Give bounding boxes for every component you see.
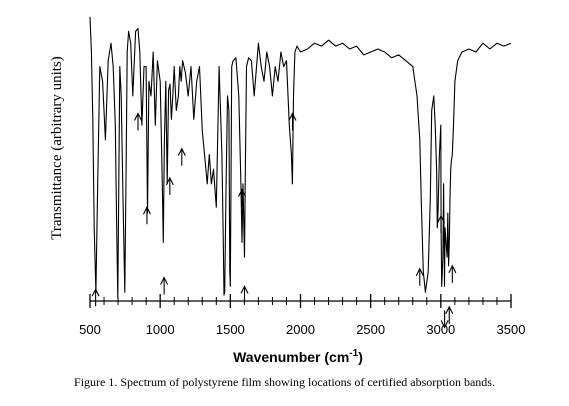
band-arrow-head [448, 264, 457, 274]
x-axis-label-main: Wavenumber (cm [233, 349, 349, 365]
plot-area: 500 1000 1500 2000 2500 3000 3500 [79, 16, 526, 337]
band-arrow-head [134, 112, 142, 121]
band-arrow-head [142, 206, 151, 215]
band-arrow-head [237, 188, 246, 197]
x-axis-label: Wavenumber (cm-1) [233, 348, 363, 365]
band-arrow-head [240, 285, 249, 294]
spectrum-chart: Transmittance (arbitrary units) 500 1000 1… [49, 16, 526, 365]
band-arrow-head [160, 276, 169, 285]
x-tick-label: 3000 [426, 322, 455, 337]
spectrum-line [89, 16, 512, 299]
band-arrow-head [440, 320, 449, 329]
figure-caption: Figure 1. Spectrum of polystyrene film s… [74, 375, 495, 389]
x-tick-label: 3500 [497, 322, 526, 337]
band-arrow-head [165, 176, 174, 186]
x-tick-label: 500 [79, 322, 101, 337]
x-axis-label-close: ) [358, 349, 363, 365]
x-tick-label: 1000 [146, 322, 175, 337]
band-arrow-head [177, 147, 186, 156]
x-tick-label: 2500 [356, 322, 385, 337]
band-arrow-head [436, 214, 445, 224]
band-arrow-head [288, 112, 297, 121]
x-tick-label: 1500 [216, 322, 245, 337]
band-arrow-head [91, 288, 100, 297]
x-tick-label: 2000 [286, 322, 315, 337]
band-arrow-head [445, 305, 454, 315]
x-axis-label-superscript: -1 [349, 348, 358, 359]
y-axis-label: Transmittance (arbitrary units) [49, 56, 65, 240]
band-arrow-head [415, 267, 424, 277]
